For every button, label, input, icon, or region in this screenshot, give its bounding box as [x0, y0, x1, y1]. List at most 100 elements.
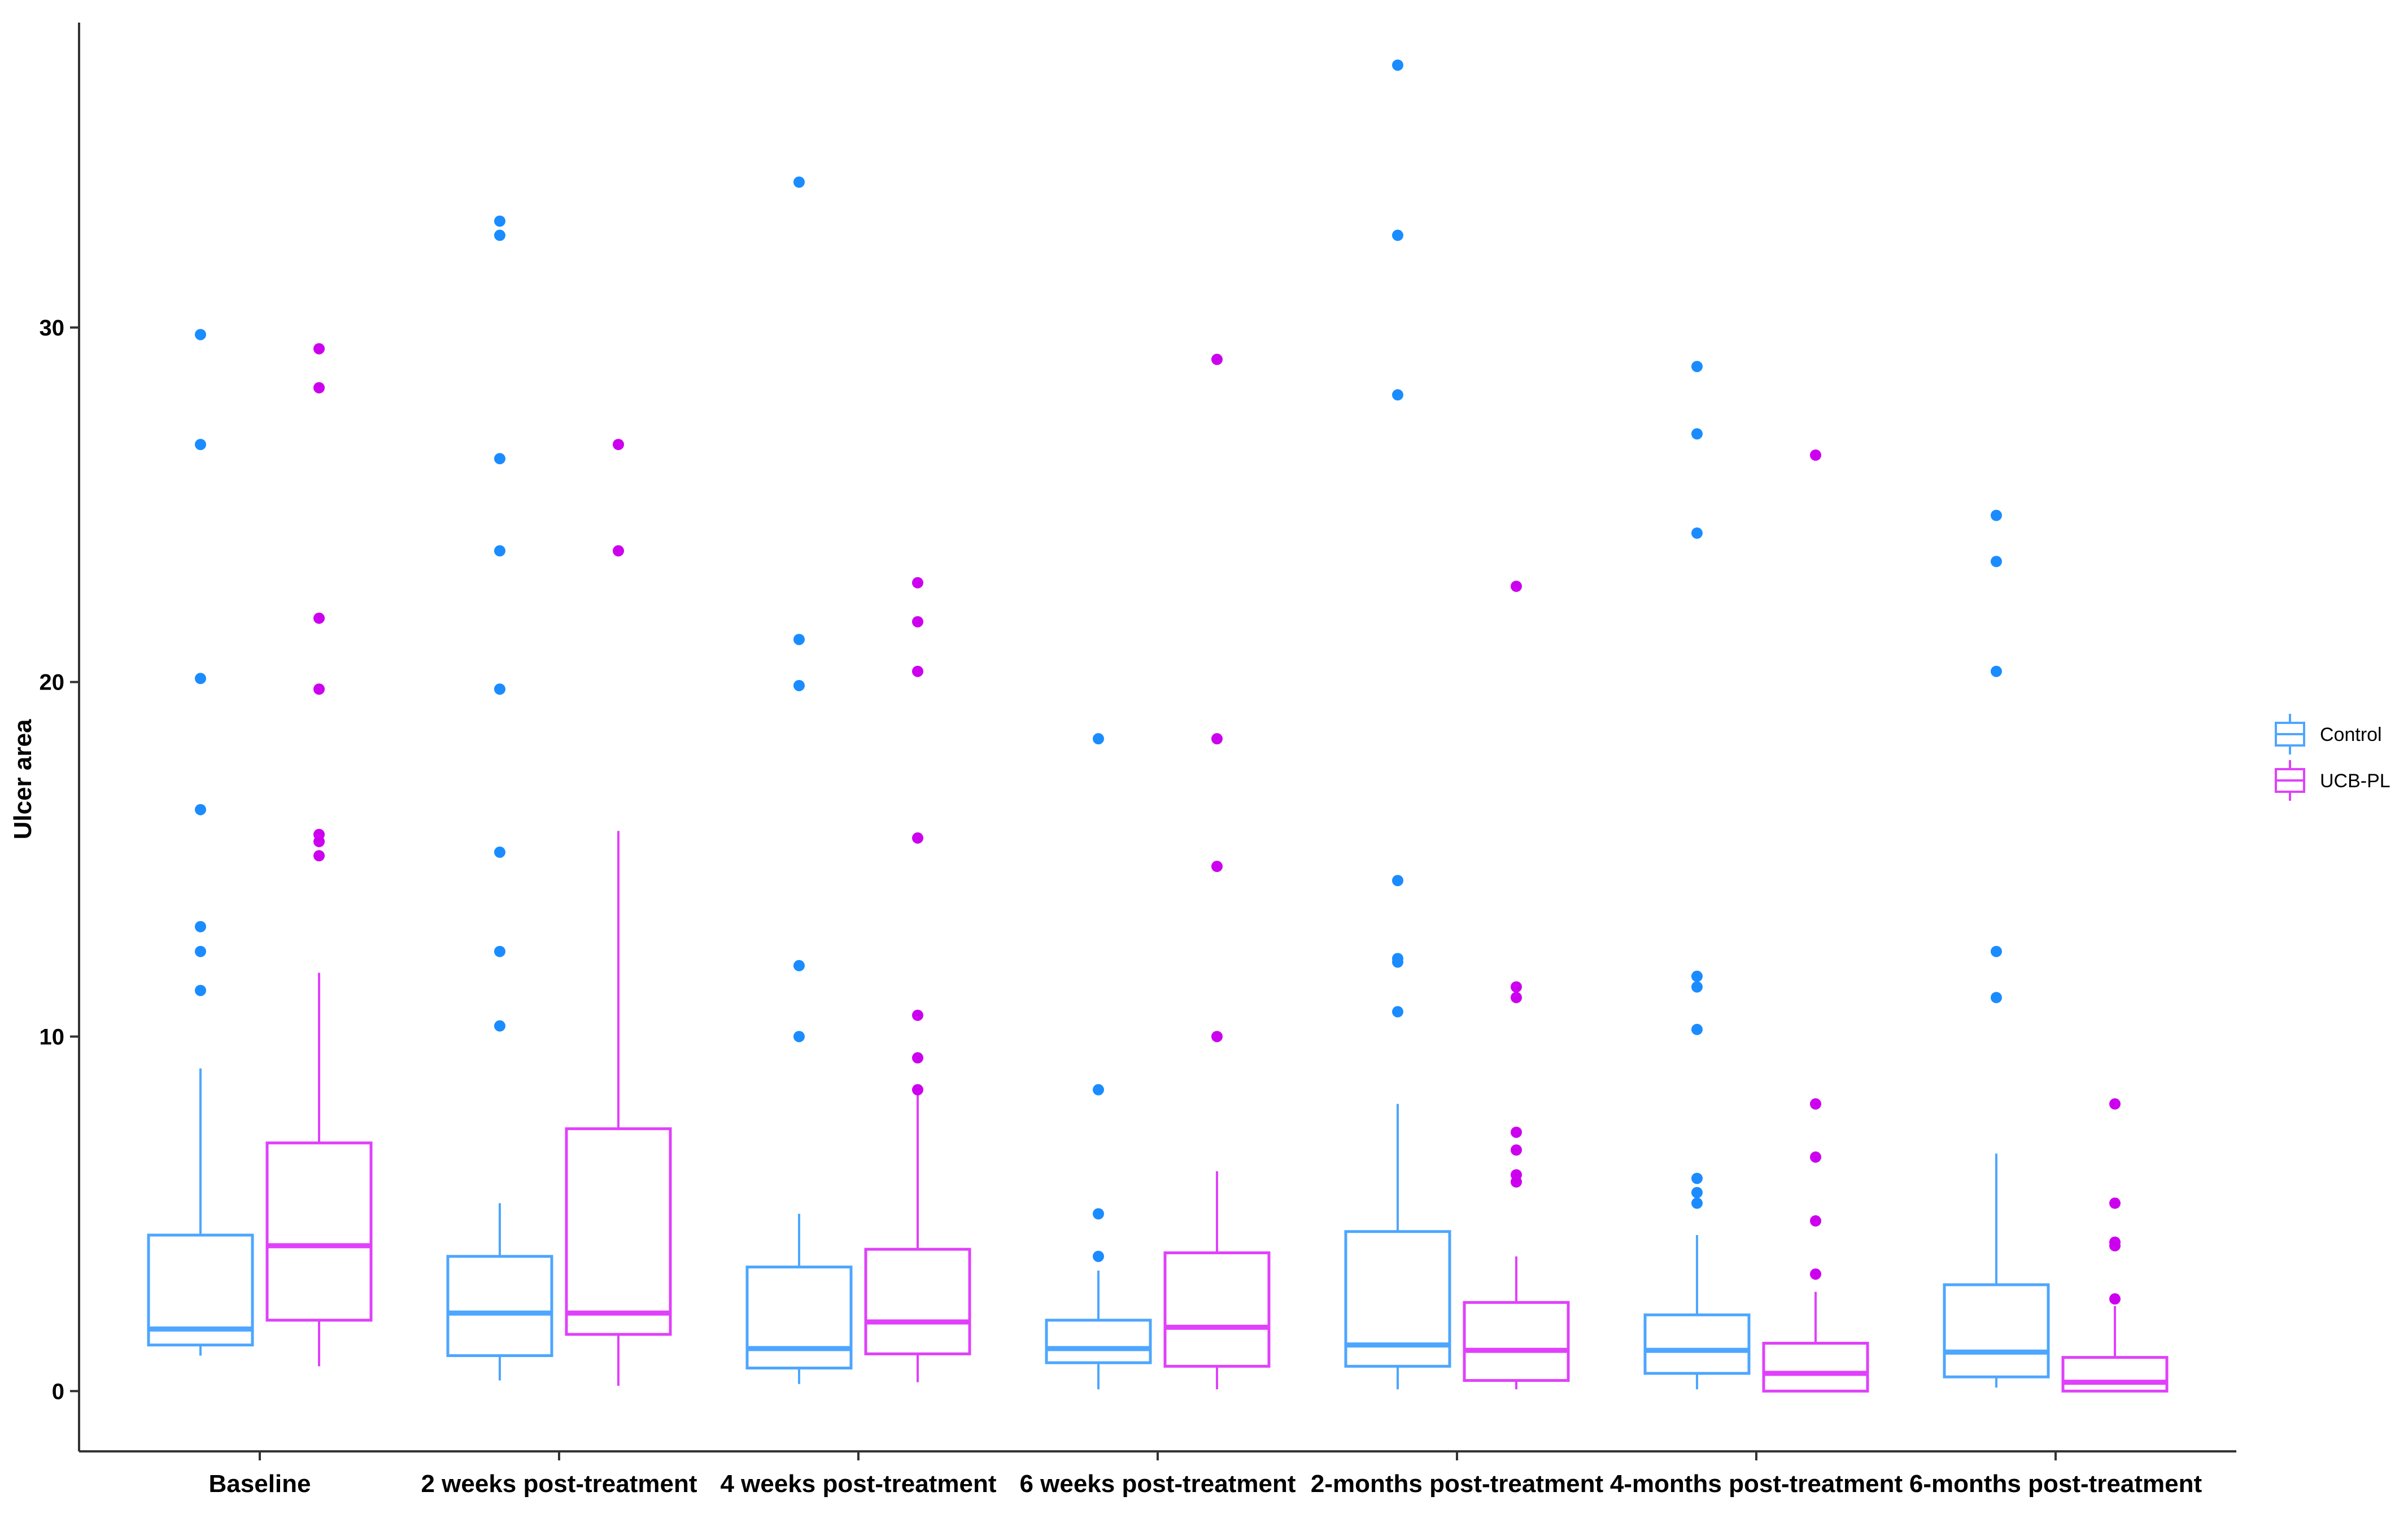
- outlier-point: [195, 984, 206, 996]
- outlier-point: [912, 1052, 923, 1064]
- box-Control-1: [446, 1203, 553, 1381]
- outlier-point: [613, 439, 624, 451]
- outlier-point: [1810, 1215, 1821, 1227]
- x-tick-label: 6-months post-treatment: [1909, 1470, 2202, 1498]
- outlier-point: [2109, 1240, 2121, 1251]
- boxes-layer: [147, 831, 2169, 1393]
- box-iqr: [2061, 1356, 2169, 1393]
- box-iqr: [1344, 1230, 1451, 1368]
- outlier-point: [313, 382, 325, 394]
- outlier-point: [1691, 970, 1703, 982]
- outlier-point: [2109, 1293, 2121, 1305]
- outlier-point: [1093, 733, 1104, 745]
- outlier-point: [313, 612, 325, 624]
- x-tick-label: 6 weeks post-treatment: [1019, 1470, 1295, 1498]
- box-iqr: [265, 1141, 373, 1322]
- outlier-point: [1511, 1126, 1522, 1138]
- outlier-point: [912, 1084, 923, 1096]
- box-UCB-PL-0: [265, 972, 373, 1367]
- outlier-point: [195, 329, 206, 341]
- outlier-point: [494, 683, 505, 695]
- outlier-point: [793, 176, 805, 188]
- box-UCB-PL-6: [2061, 1306, 2169, 1393]
- outlier-point: [1392, 229, 1403, 241]
- outlier-point: [494, 229, 505, 241]
- outlier-point: [1691, 1187, 1703, 1198]
- outlier-point: [912, 832, 923, 844]
- outlier-point: [313, 683, 325, 695]
- box-Control-5: [1643, 1235, 1751, 1390]
- outlier-point: [1810, 449, 1821, 461]
- box-UCB-PL-3: [1163, 1171, 1271, 1390]
- outlier-point: [793, 1031, 805, 1042]
- outlier-point: [313, 836, 325, 848]
- outlier-point: [494, 215, 505, 227]
- outlier-point: [2109, 1098, 2121, 1110]
- box-Control-6: [1943, 1153, 2050, 1388]
- outlier-point: [313, 343, 325, 355]
- outlier-point: [1991, 945, 2002, 957]
- outlier-point: [1991, 509, 2002, 521]
- box-iqr: [1163, 1251, 1271, 1368]
- outlier-point: [613, 545, 624, 557]
- outlier-point: [1511, 1144, 1522, 1156]
- x-ticks: Baseline 2 weeks post-treatment 4 weeks po…: [209, 1451, 2202, 1498]
- x-tick-label: 2-months post-treatment: [1311, 1470, 1604, 1498]
- box-iqr: [745, 1266, 853, 1369]
- outlier-point: [912, 577, 923, 588]
- outlier-point: [1691, 1023, 1703, 1035]
- outlier-point: [793, 634, 805, 645]
- box-iqr: [1463, 1301, 1570, 1382]
- box-UCB-PL-1: [565, 831, 672, 1386]
- outlier-point: [912, 1009, 923, 1021]
- box-iqr: [864, 1247, 971, 1355]
- outlier-point: [195, 804, 206, 815]
- box-Control-2: [745, 1214, 853, 1384]
- y-tick-label: 0: [52, 1379, 64, 1404]
- outlier-point: [1810, 1151, 1821, 1163]
- outlier-point: [1211, 861, 1223, 873]
- outlier-point: [1511, 581, 1522, 592]
- box-UCB-PL-5: [1762, 1292, 1869, 1393]
- outlier-point: [1093, 1250, 1104, 1262]
- outlier-point: [793, 959, 805, 971]
- x-tick-label: 2 weeks post-treatment: [421, 1470, 697, 1498]
- box-Control-4: [1344, 1103, 1451, 1390]
- x-tick-label: Baseline: [209, 1470, 311, 1498]
- outlier-point: [1392, 875, 1403, 887]
- outlier-point: [1691, 360, 1703, 372]
- outlier-point: [1991, 556, 2002, 568]
- box-iqr: [1643, 1313, 1751, 1375]
- outlier-point: [1691, 981, 1703, 993]
- outlier-point: [1511, 1176, 1522, 1188]
- box-iqr: [147, 1233, 254, 1347]
- x-tick-label: 4 weeks post-treatment: [720, 1470, 996, 1498]
- outlier-point: [494, 453, 505, 465]
- outlier-point: [793, 679, 805, 691]
- outliers-layer: [195, 59, 2121, 1305]
- outlier-point: [2109, 1197, 2121, 1209]
- outlier-point: [1691, 428, 1703, 440]
- box-iqr: [1762, 1342, 1869, 1393]
- outlier-point: [1211, 733, 1223, 745]
- y-ticks: 0 10 20 30: [40, 316, 79, 1404]
- outlier-point: [494, 1020, 505, 1032]
- box-iqr: [1943, 1283, 2050, 1379]
- box-UCB-PL-4: [1463, 1256, 1570, 1390]
- legend-item-Control: Control: [2275, 714, 2382, 754]
- outlier-point: [1392, 1006, 1403, 1018]
- box-Control-0: [147, 1068, 254, 1356]
- outlier-point: [1392, 59, 1403, 71]
- outlier-point: [494, 545, 505, 557]
- outlier-point: [1211, 1031, 1223, 1042]
- y-axis-label: Ulcer area: [9, 719, 37, 839]
- outlier-point: [1511, 981, 1522, 993]
- outlier-point: [1093, 1208, 1104, 1220]
- legend-label: UCB-PL: [2320, 770, 2390, 792]
- outlier-point: [1093, 1084, 1104, 1096]
- box-iqr: [1045, 1319, 1152, 1364]
- outlier-point: [195, 921, 206, 932]
- box-iqr: [565, 1127, 672, 1336]
- outlier-point: [1392, 389, 1403, 401]
